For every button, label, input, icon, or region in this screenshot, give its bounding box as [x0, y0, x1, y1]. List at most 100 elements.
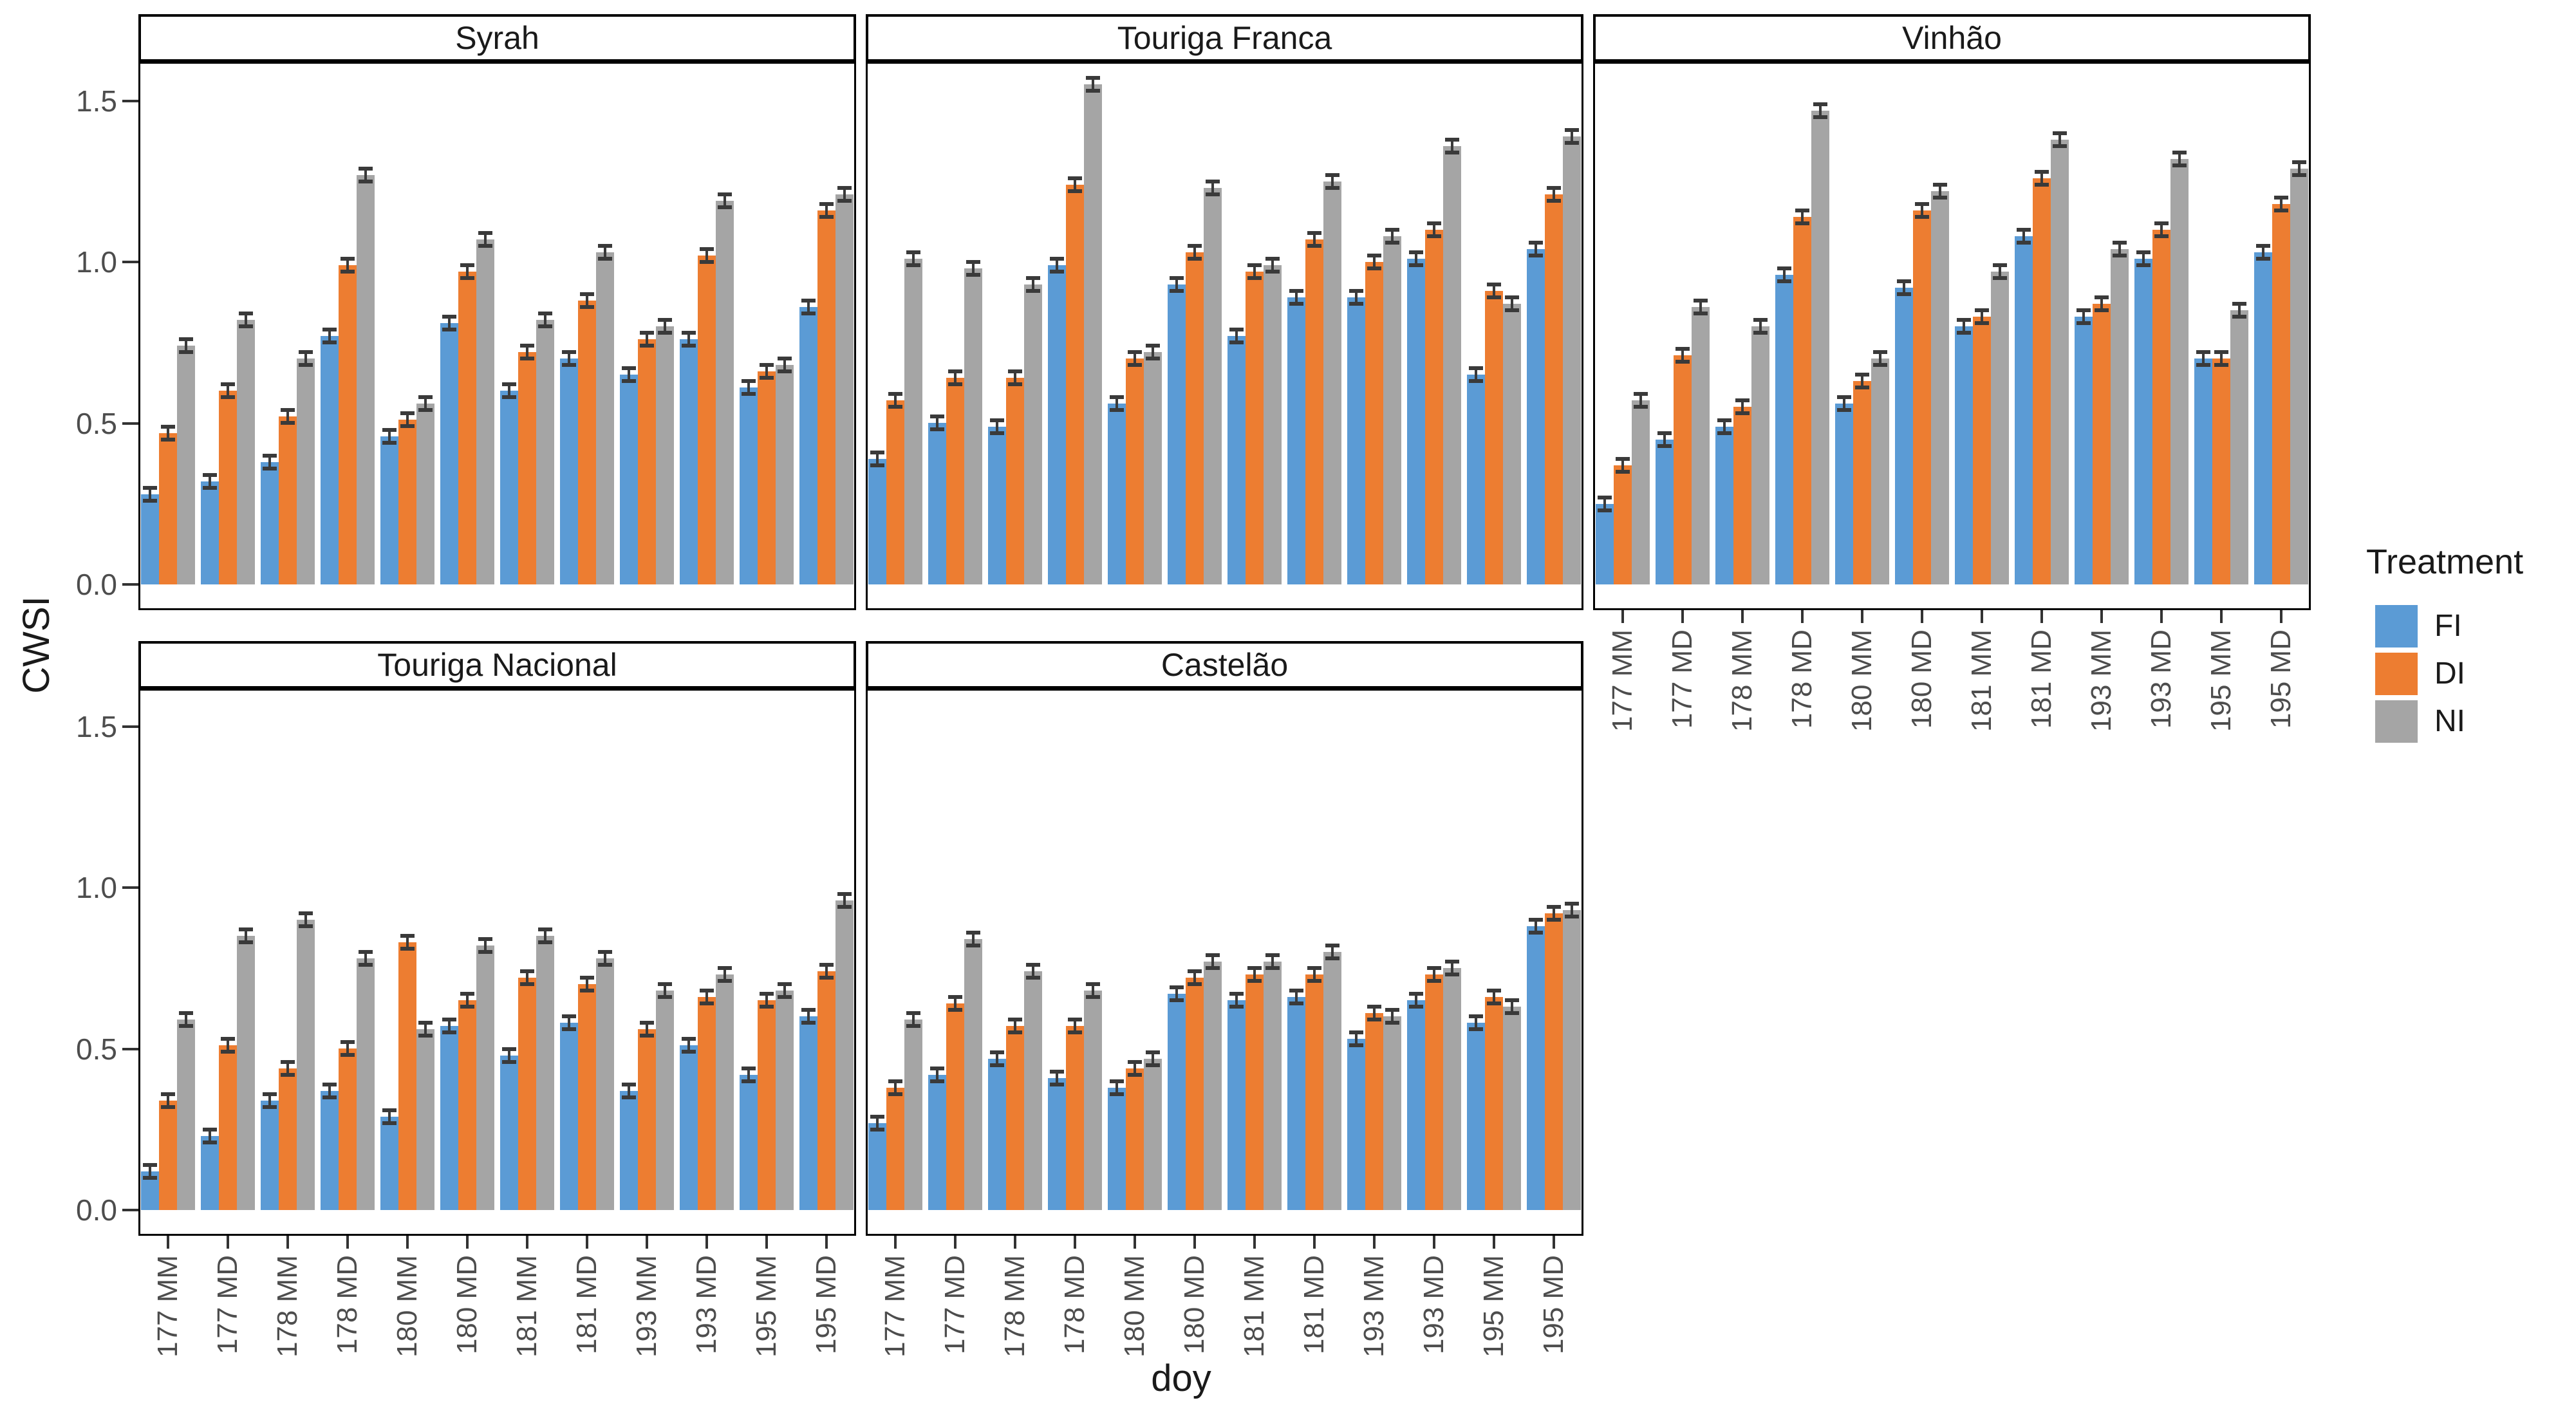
bar-ni	[1144, 352, 1162, 584]
error-bar-stem	[705, 249, 708, 262]
bar-fi	[1287, 297, 1305, 584]
error-bar-cap	[718, 192, 732, 196]
error-bar-cap	[1565, 902, 1579, 906]
bar-fi	[500, 1056, 518, 1210]
error-bar-stem	[628, 368, 630, 381]
bar-ni	[1563, 910, 1581, 1210]
error-bar-cap	[1487, 989, 1501, 992]
error-bar-cap	[1409, 992, 1423, 996]
error-bar-cap	[906, 1024, 920, 1028]
error-bar-stem	[448, 317, 451, 330]
error-bar-cap	[1777, 279, 1791, 283]
error-bar-cap	[1735, 398, 1750, 402]
error-bar-stem	[1211, 182, 1214, 194]
error-bar-cap	[966, 273, 980, 277]
error-bar-cap	[203, 1128, 217, 1132]
bar-fi	[141, 494, 159, 584]
error-bar-cap	[1289, 289, 1303, 293]
bar-ni	[1264, 962, 1282, 1210]
error-bar-stem	[149, 488, 151, 501]
bar-fi	[868, 1123, 886, 1210]
error-bar-cap	[1529, 918, 1543, 922]
error-bar-stem	[424, 397, 427, 410]
error-bar-stem	[1535, 243, 1537, 256]
error-bar-cap	[1068, 189, 1082, 193]
error-bar-cap	[801, 299, 816, 303]
error-bar-cap	[888, 1092, 902, 1096]
error-bar-stem	[876, 452, 879, 465]
facet-panel-syrah	[138, 62, 856, 610]
bar-fi	[560, 359, 578, 584]
error-bar-cap	[1247, 966, 1262, 970]
x-tick-label: 195 MD	[2264, 629, 2297, 729]
error-bar-cap	[700, 1001, 714, 1005]
error-bar-stem	[604, 246, 606, 259]
bar-di	[398, 942, 416, 1210]
error-bar-stem	[388, 430, 391, 443]
facet-strip-castelao: Castelão	[866, 641, 1583, 689]
error-bar-stem	[876, 1117, 879, 1130]
bar-fi	[1407, 259, 1425, 584]
error-bar-cap	[819, 215, 834, 219]
bar-fi	[440, 323, 458, 584]
error-bar-stem	[1235, 994, 1238, 1007]
error-bar-stem	[687, 333, 690, 346]
y-tick-label: 0.5	[76, 1032, 117, 1066]
error-bar-stem	[1295, 991, 1298, 1003]
error-bar-stem	[1235, 330, 1238, 342]
x-tick	[1492, 1236, 1495, 1249]
x-tick-label: 193 MD	[690, 1255, 722, 1355]
x-tick-label: 193 MD	[2145, 629, 2177, 729]
error-bar-cap	[1657, 431, 1672, 435]
error-bar-stem	[783, 359, 786, 371]
error-bar-cap	[1050, 257, 1064, 261]
error-bar-cap	[1616, 457, 1630, 461]
error-bar-stem	[1879, 352, 1881, 365]
error-bar-cap	[179, 350, 193, 354]
error-bar-cap	[263, 1092, 277, 1096]
facet-panel-castelao	[866, 689, 1583, 1236]
error-bar-cap	[400, 947, 415, 951]
error-bar-stem	[807, 301, 810, 313]
error-bar-cap	[930, 1067, 944, 1070]
error-bar-cap	[442, 328, 456, 331]
error-bar-cap	[1026, 276, 1040, 280]
error-bar-cap	[322, 1083, 337, 1086]
bar-ni	[416, 404, 434, 584]
bar-ni	[177, 346, 195, 584]
y-tick-label: 0.5	[76, 406, 117, 440]
bar-di	[1126, 359, 1144, 584]
error-bar-cap	[1086, 995, 1100, 999]
error-bar-stem	[1415, 252, 1417, 265]
error-bar-cap	[742, 392, 756, 396]
error-bar-cap	[460, 276, 474, 280]
error-bar-cap	[1206, 192, 1220, 196]
error-bar-cap	[520, 357, 534, 360]
error-bar-cap	[1385, 1008, 1399, 1012]
bar-fi	[500, 391, 518, 584]
error-bar-stem	[388, 1110, 391, 1123]
error-bar-cap	[622, 1095, 636, 1099]
error-bar-cap	[221, 395, 235, 399]
error-bar-stem	[586, 294, 588, 307]
bar-di	[1674, 355, 1692, 584]
error-bar-stem	[1355, 291, 1358, 304]
error-bar-cap	[2095, 295, 2109, 299]
bar-ni	[476, 946, 494, 1210]
bar-ni	[297, 920, 315, 1210]
error-bar-stem	[1861, 375, 1863, 387]
error-bar-cap	[2077, 321, 2091, 325]
error-bar-cap	[263, 454, 277, 458]
error-bar-cap	[1367, 1005, 1381, 1009]
bar-di	[458, 1000, 476, 1210]
error-bar-cap	[1975, 308, 1989, 312]
x-tick	[1372, 1236, 1376, 1249]
error-bar-stem	[972, 933, 975, 946]
error-bar-cap	[640, 1034, 654, 1038]
error-bar-cap	[221, 1037, 235, 1041]
error-bar-stem	[912, 1013, 915, 1026]
error-bar-cap	[460, 1005, 474, 1009]
error-bar-stem	[2202, 352, 2205, 365]
bar-di	[159, 1101, 177, 1210]
